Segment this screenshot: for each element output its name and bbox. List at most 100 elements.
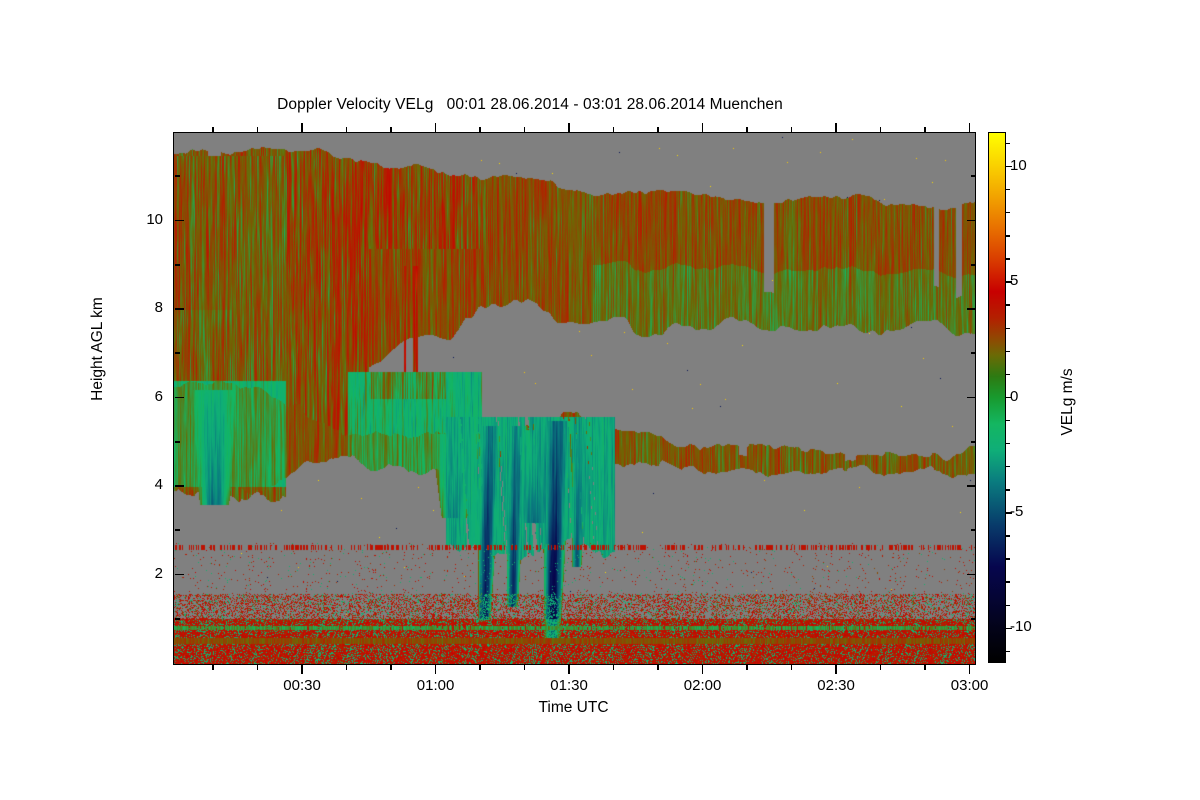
x-tick-minor — [523, 664, 526, 670]
y-tick-major — [174, 396, 184, 399]
x-tick-major — [568, 664, 570, 674]
colorbar-tick-minor — [1006, 535, 1010, 537]
x-tick-major — [434, 664, 437, 674]
x-tick-top — [568, 123, 570, 132]
doppler-velocity-heatmap — [174, 133, 975, 664]
colorbar-tick-minor — [1006, 581, 1010, 583]
x-tick-major — [301, 664, 303, 674]
colorbar-tick-minor — [1006, 212, 1010, 214]
y-tick-label: 4 — [154, 476, 163, 493]
x-tick-major — [701, 664, 704, 674]
x-tick-major — [835, 664, 837, 674]
y-tick-major — [174, 573, 184, 576]
y-tick-right — [970, 263, 976, 266]
y-tick-minor — [174, 263, 180, 266]
y-tick-label: 10 — [146, 210, 163, 228]
y-tick-minor — [174, 352, 180, 355]
x-tick-minor — [479, 664, 481, 670]
colorbar-title: VELg m/s — [1059, 368, 1076, 436]
colorbar-tick-minor — [1006, 604, 1010, 606]
colorbar-tick-minor — [1006, 304, 1010, 306]
heatmap-plot-area — [173, 132, 976, 665]
y-tick-major — [174, 308, 184, 310]
y-tick-right — [970, 440, 976, 443]
y-tick-minor — [174, 617, 180, 620]
x-tick-top — [790, 127, 793, 132]
x-tick-top — [657, 127, 659, 132]
x-tick-minor — [924, 664, 926, 670]
x-tick-label: 03:00 — [950, 677, 989, 694]
colorbar-tick-label: 5 — [1010, 272, 1019, 290]
x-tick-label: 02:00 — [683, 677, 722, 694]
x-tick-label: 01:30 — [550, 677, 588, 694]
colorbar-tick-minor — [1006, 442, 1010, 445]
colorbar-gradient — [988, 132, 1006, 663]
x-tick-label: 00:30 — [283, 677, 321, 694]
y-tick-right — [970, 352, 976, 355]
x-tick-minor — [746, 664, 748, 670]
x-tick-top — [746, 127, 748, 132]
y-tick-minor — [174, 175, 180, 178]
x-tick-label: 01:00 — [416, 677, 455, 694]
colorbar-tick-major — [1006, 165, 1012, 168]
y-tick-minor — [174, 440, 180, 443]
x-tick-top — [968, 123, 971, 132]
colorbar-tick-minor — [1006, 373, 1010, 376]
x-tick-minor — [612, 664, 615, 670]
colorbar-tick-minor — [1006, 650, 1010, 653]
x-tick-top — [212, 127, 214, 132]
colorbar-tick-label: -10 — [1010, 618, 1032, 636]
x-tick-top — [479, 127, 481, 132]
colorbar-tick-major — [1006, 512, 1012, 514]
x-tick-label: 02:30 — [817, 677, 855, 694]
colorbar-tick-minor — [1006, 189, 1010, 191]
y-tick-right — [970, 617, 976, 620]
y-tick-right — [966, 485, 976, 487]
x-tick-minor — [345, 664, 348, 670]
x-tick-top — [256, 127, 259, 132]
colorbar-tick-minor — [1006, 489, 1010, 491]
x-tick-top — [924, 127, 926, 132]
colorbar-tick-label: 0 — [1010, 387, 1019, 405]
colorbar-tick-minor — [1006, 327, 1010, 329]
colorbar — [988, 132, 1006, 663]
x-tick-minor — [256, 664, 259, 670]
x-tick-top — [301, 123, 303, 132]
x-axis-title: Time UTC — [538, 699, 609, 716]
y-axis-title: Height AGL km — [89, 297, 106, 401]
colorbar-tick-minor — [1006, 235, 1010, 237]
x-tick-minor — [657, 664, 659, 670]
y-tick-right — [966, 396, 976, 399]
colorbar-tick-major — [1006, 281, 1012, 283]
colorbar-tick-minor — [1006, 558, 1010, 560]
y-tick-label: 2 — [154, 564, 163, 582]
y-tick-label: 6 — [154, 387, 163, 405]
y-tick-right — [966, 573, 976, 576]
x-tick-top — [434, 123, 437, 132]
x-tick-minor — [790, 664, 793, 670]
colorbar-tick-major — [1006, 627, 1012, 630]
x-tick-top — [523, 127, 526, 132]
x-tick-minor — [390, 664, 392, 670]
y-tick-right — [966, 308, 976, 310]
x-tick-major — [968, 664, 971, 674]
y-tick-major — [174, 219, 184, 222]
colorbar-tick-major — [1006, 396, 1012, 399]
x-tick-top — [835, 123, 837, 132]
x-tick-top — [345, 127, 348, 132]
x-tick-top — [390, 127, 392, 132]
x-tick-minor — [879, 664, 882, 670]
x-tick-top — [612, 127, 615, 132]
y-tick-right — [966, 219, 976, 222]
y-tick-minor — [174, 529, 180, 532]
x-tick-top — [879, 127, 882, 132]
y-tick-right — [970, 529, 976, 532]
colorbar-tick-minor — [1006, 350, 1010, 353]
colorbar-tick-label: -5 — [1010, 502, 1024, 520]
page-title: Doppler Velocity VELg 00:01 28.06.2014 -… — [277, 96, 783, 113]
colorbar-tick-minor — [1006, 142, 1010, 145]
colorbar-tick-label: 10 — [1010, 156, 1027, 174]
colorbar-tick-minor — [1006, 466, 1010, 468]
x-tick-top — [701, 123, 704, 132]
colorbar-tick-minor — [1006, 419, 1010, 422]
